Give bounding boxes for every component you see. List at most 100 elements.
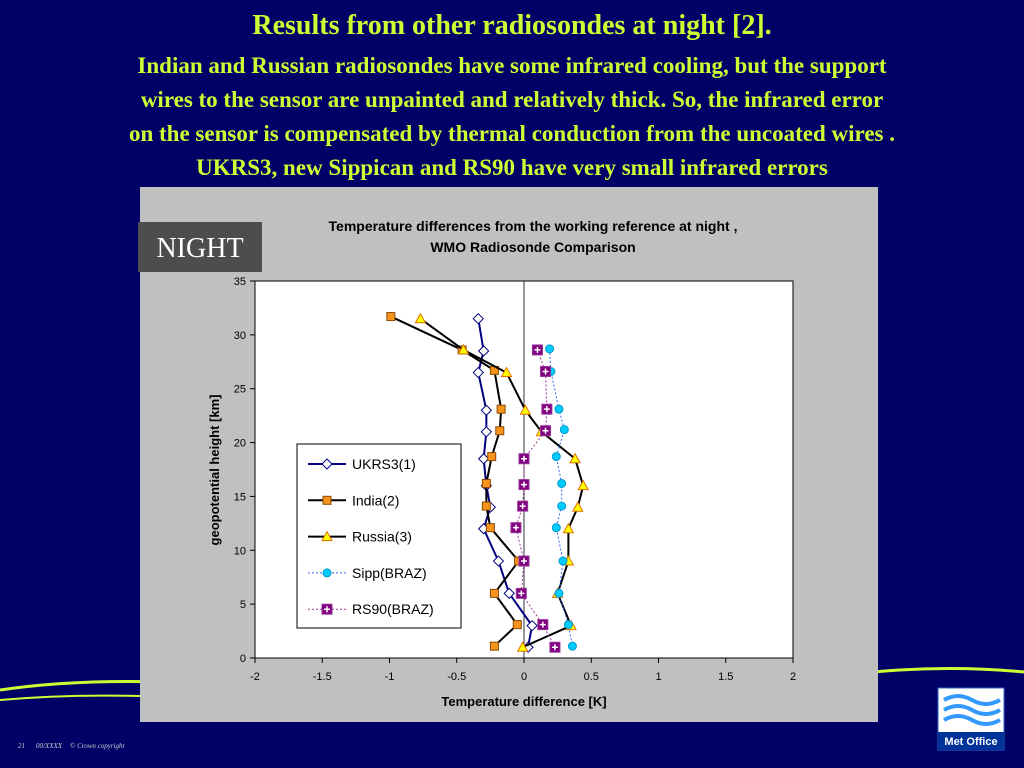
marker: [386, 312, 396, 322]
legend-label: RS90(BRAZ): [352, 601, 434, 617]
marker: [526, 619, 538, 632]
marker: [472, 312, 484, 325]
marker: [563, 620, 573, 630]
marker-plus: [543, 406, 550, 413]
slide-body: on the sensor is compensated by thermal …: [129, 121, 895, 146]
x-tick-label: -1.5: [313, 671, 332, 683]
marker-plus: [519, 503, 526, 510]
marker: [503, 587, 515, 600]
marker: [569, 452, 581, 464]
marker: [510, 522, 522, 534]
marker: [519, 404, 532, 415]
x-tick-label: -1: [385, 671, 395, 683]
y-tick-label: 25: [234, 384, 246, 396]
badge: [138, 222, 262, 272]
marker: [472, 366, 484, 379]
marker: [541, 403, 553, 415]
marker: [557, 501, 567, 511]
legend-label: UKRS3(1): [352, 456, 416, 472]
y-tick-label: 5: [240, 599, 246, 611]
marker: [537, 619, 549, 631]
slide-body: wires to the sensor are unpainted and re…: [141, 87, 883, 112]
marker: [480, 426, 493, 438]
legend-label: India(2): [352, 492, 399, 508]
marker-plus: [542, 427, 549, 434]
x-tick-label: 2: [790, 671, 796, 683]
marker-plus: [551, 644, 558, 651]
marker: [554, 404, 564, 414]
marker: [551, 452, 561, 462]
badge-text: NIGHT: [156, 233, 243, 264]
y-tick-label: 35: [234, 276, 246, 288]
chart-title: WMO Radiosonde Comparison: [430, 239, 635, 255]
logo-text: Met Office: [944, 736, 997, 748]
marker-plus: [534, 346, 541, 353]
marker: [567, 641, 577, 651]
marker: [551, 523, 561, 533]
marker: [540, 425, 552, 437]
x-tick-label: -0.5: [447, 671, 466, 683]
logo-waves: [943, 694, 1001, 726]
footer-page: 21: [18, 742, 25, 750]
footer-copyright: © Crown copyright: [70, 742, 126, 750]
marker: [321, 603, 333, 615]
slide-body: Indian and Russian radiosondes have some…: [137, 53, 886, 78]
y-tick-label: 20: [234, 438, 246, 450]
x-tick-label: 0.5: [584, 671, 599, 683]
marker-plus: [512, 524, 519, 531]
marker: [571, 501, 584, 512]
marker: [518, 453, 530, 465]
marker: [495, 426, 505, 436]
marker: [477, 453, 490, 465]
marker-plus: [521, 455, 527, 462]
slide-title: Results from other radiosondes at night …: [252, 10, 771, 41]
x-tick-label: 1.5: [718, 671, 733, 683]
marker-plus: [518, 590, 525, 597]
marker: [562, 522, 575, 534]
marker: [577, 479, 590, 491]
marker: [481, 501, 491, 511]
y-tick-label: 15: [234, 491, 246, 503]
y-axis-label: geopotential height [km]: [207, 395, 222, 546]
marker: [322, 568, 332, 578]
marker: [540, 365, 552, 377]
marker: [517, 500, 529, 512]
marker-plus: [539, 621, 546, 628]
marker: [554, 588, 564, 598]
marker: [496, 404, 506, 414]
marker: [515, 587, 527, 599]
marker: [531, 344, 543, 356]
marker: [477, 345, 490, 357]
marker: [480, 404, 493, 416]
marker: [492, 555, 505, 567]
marker: [557, 479, 567, 489]
legend-label: Sipp(BRAZ): [352, 565, 427, 581]
logo-band: [938, 732, 1004, 750]
marker: [518, 479, 530, 491]
marker: [558, 556, 568, 566]
marker: [559, 425, 569, 435]
legend-entries: UKRS3(1) India(2) Russia(3) Sipp(BRAZ) RS90(…: [308, 456, 434, 617]
marker: [487, 452, 497, 462]
legend-label: Russia(3): [352, 529, 412, 545]
marker: [489, 641, 499, 651]
marker-plus: [542, 368, 549, 375]
marker: [457, 343, 470, 355]
y-tick-label: 10: [234, 545, 246, 557]
marker: [549, 641, 561, 653]
x-tick-label: 1: [655, 671, 661, 683]
marker: [516, 641, 529, 652]
x-tick-label: 0: [521, 671, 527, 683]
marker: [489, 588, 499, 598]
marker: [414, 312, 427, 324]
marker: [321, 458, 333, 470]
slide-body: UKRS3, new Sippican and RS90 have very s…: [196, 155, 828, 180]
marker-plus: [521, 481, 527, 488]
marker: [545, 344, 555, 354]
x-axis-label: Temperature difference [K]: [441, 694, 606, 709]
marker: [500, 366, 513, 378]
footer-code: 00/XXXX: [36, 742, 63, 750]
